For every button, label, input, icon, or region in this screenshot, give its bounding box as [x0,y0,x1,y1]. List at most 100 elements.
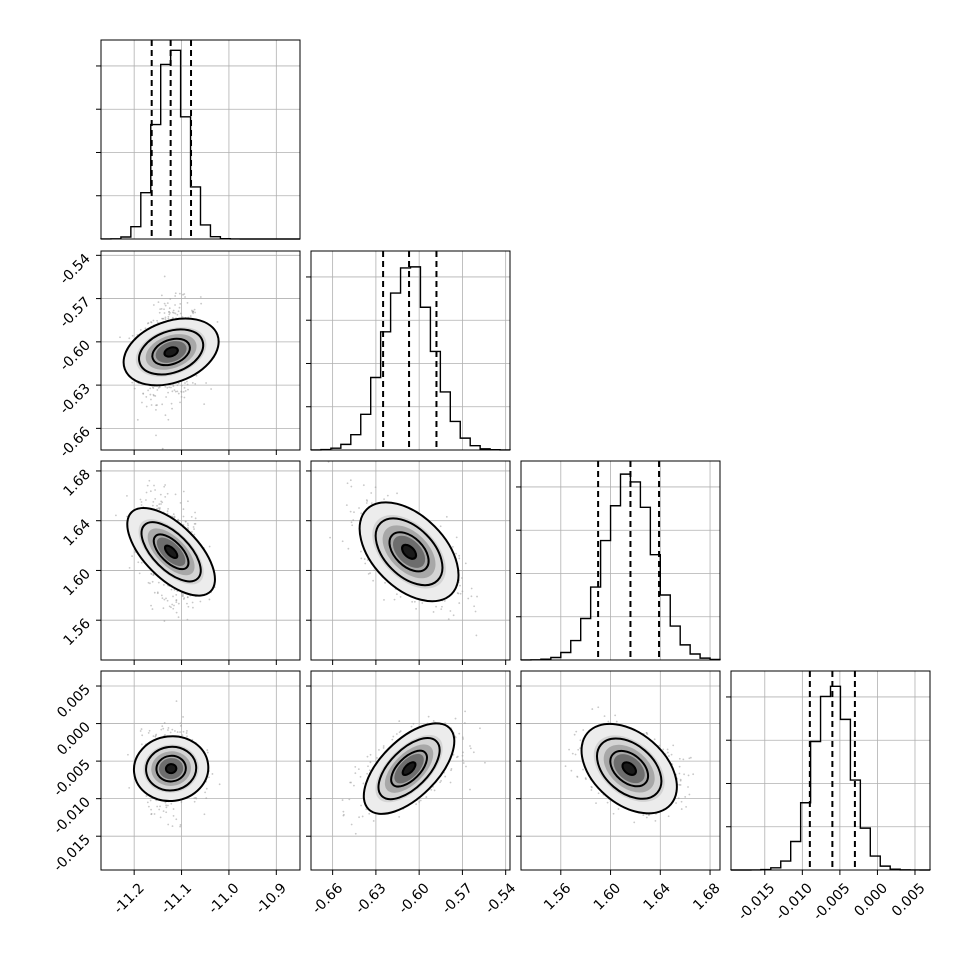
sample-point [162,317,165,320]
sample-point [603,715,606,717]
sample-point [150,604,152,607]
sample-point [396,492,398,495]
y-tick-label: -0.66 [57,424,94,461]
sample-point [193,308,196,311]
sample-point [154,735,157,738]
sample-point [445,515,448,518]
sample-point [187,605,190,608]
sample-point [576,776,579,778]
sample-point [166,510,169,513]
contour-line [580,722,678,815]
sample-point [352,519,355,521]
sample-point [161,447,164,450]
contour-line [377,737,441,801]
sample-point [149,799,152,802]
sample-point [415,803,418,805]
sample-point [354,832,357,835]
sample-point [415,607,418,610]
sample-point [151,386,154,389]
sample-point [440,608,443,611]
sample-point [186,383,189,386]
sample-point [177,310,180,313]
sample-point [194,517,197,520]
sample-point [350,521,353,524]
sample-point [688,793,691,796]
sample-point [159,805,161,808]
sample-point [166,492,169,495]
sample-point [142,392,145,395]
sample-point [180,801,183,803]
y-tick-label: -0.015 [51,832,94,875]
sample-point [351,524,354,527]
sample-point [571,752,574,755]
sample-point [175,700,178,702]
sample-point [447,618,450,620]
sample-point [564,765,567,768]
sample-point [150,573,153,575]
sample-point [470,587,473,590]
sample-point [458,554,461,557]
sample-point [145,499,147,501]
sample-point [364,562,367,565]
histogram-steps [100,49,300,240]
sample-point [141,734,144,737]
sample-point [590,785,593,788]
sample-point [182,490,185,493]
sample-point [170,606,172,609]
sample-point [161,597,164,600]
sample-point [194,522,197,525]
sample-point [210,388,213,390]
sample-point [667,815,670,818]
sample-point [173,604,175,607]
sample-point [182,593,184,596]
sample-point [147,805,150,808]
sample-point [376,757,378,759]
sample-point [195,374,198,377]
sample-point [193,528,195,530]
sample-point [678,783,681,786]
sample-point [384,581,386,584]
sample-point [140,743,143,746]
sample-point [186,526,189,529]
sample-point [455,536,458,539]
x-tick-label: -11.2 [111,880,148,917]
sample-point [152,393,155,396]
sample-point [139,498,142,501]
y-tick-label: 1.56 [60,616,93,649]
sample-point [476,595,478,598]
sample-point [192,312,195,315]
sample-point [156,389,159,391]
sample-point [175,611,178,614]
sample-point [171,825,174,828]
sample-point [470,595,473,598]
sample-point [174,312,177,315]
sample-point [152,304,155,306]
sample-point [472,751,475,754]
sample-point [152,735,155,738]
sample-point [128,337,131,340]
histogram-panel-3 [726,670,931,871]
sample-point [182,515,185,518]
sample-point [378,749,380,751]
sample-point [360,557,363,560]
sample-point [145,491,148,494]
sample-point [458,557,461,560]
sample-point [329,536,331,539]
sample-point [677,797,680,800]
sample-point [367,765,369,768]
histogram-steps [520,473,721,661]
sample-point [131,555,133,558]
sample-point [399,595,402,598]
sample-point [164,385,167,388]
sample-point [171,407,173,410]
sample-point [167,729,169,731]
sample-point [348,798,351,801]
x-tick-label: 1.56 [541,880,574,913]
sample-point [156,504,158,507]
sample-point [173,515,176,518]
sample-point [161,725,164,728]
sample-point [653,738,656,741]
axes-frame [100,39,301,240]
sample-point [216,321,219,323]
y-tick-label: -0.57 [57,294,94,331]
